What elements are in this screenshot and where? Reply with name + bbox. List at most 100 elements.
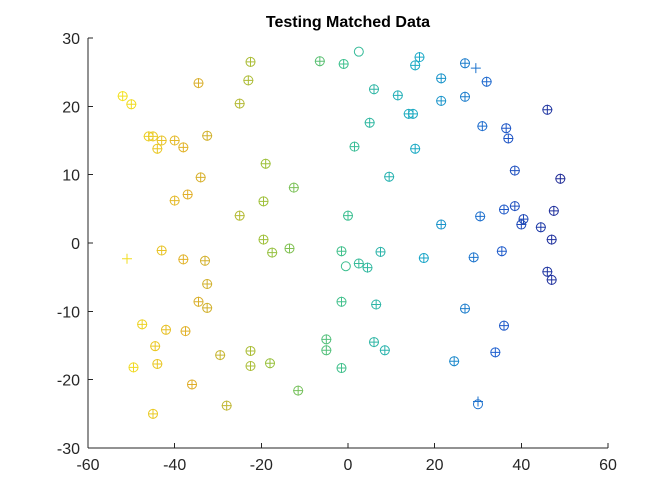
circle-marker [353, 46, 364, 57]
plus-marker [392, 90, 403, 101]
plus-marker [418, 253, 429, 264]
plus-marker [518, 214, 529, 225]
x-tick-label: -20 [250, 457, 273, 474]
plus-marker [436, 95, 447, 106]
x-tick-label: 60 [599, 457, 617, 474]
plus-marker [243, 75, 254, 86]
y-tick-label: -30 [57, 441, 80, 458]
plus-marker [499, 320, 509, 331]
plus-marker [336, 363, 347, 374]
plus-marker [477, 121, 488, 132]
plus-marker [414, 52, 425, 63]
y-tick-label: 30 [62, 31, 80, 48]
x-tick-label: 20 [426, 457, 444, 474]
plus-marker [468, 252, 479, 263]
plus-marker [516, 219, 527, 230]
plus-marker [353, 258, 364, 269]
plus-marker [503, 133, 514, 144]
data-points [117, 46, 566, 419]
plus-marker [156, 135, 167, 146]
plus-marker [460, 303, 470, 314]
plus-marker [267, 247, 278, 258]
x-tick-label: -40 [163, 457, 186, 474]
plus-marker [499, 204, 509, 215]
plus-marker [362, 262, 373, 273]
plus-marker [215, 350, 226, 361]
plus-marker [180, 326, 191, 337]
plus-marker [410, 143, 421, 154]
plus-marker [408, 108, 418, 119]
plus-marker [542, 104, 553, 115]
y-tick-label: 20 [62, 99, 80, 116]
plus-marker [178, 142, 189, 153]
plus-marker [260, 158, 271, 169]
plus-marker [122, 253, 132, 264]
x-tick-label: 0 [344, 457, 353, 474]
plus-marker [182, 189, 193, 200]
plus-marker [481, 76, 492, 87]
x-tick-label: 40 [512, 457, 530, 474]
plus-marker [137, 319, 148, 330]
plus-marker [234, 210, 245, 221]
plus-marker [338, 58, 349, 69]
plus-marker [490, 347, 501, 358]
plus-marker [336, 296, 347, 307]
plus-marker [555, 173, 566, 184]
plus-marker [128, 362, 139, 373]
x-tick-label: -60 [76, 457, 99, 474]
plus-marker [321, 334, 332, 345]
plus-marker-series [117, 52, 566, 419]
plus-marker [369, 337, 379, 348]
circle-marker [340, 261, 351, 272]
plus-marker [449, 356, 460, 367]
plus-marker [156, 245, 167, 256]
plus-marker [546, 234, 557, 245]
plus-marker [258, 234, 269, 245]
plus-marker [152, 143, 163, 154]
plus-marker [460, 58, 470, 69]
plus-marker [293, 385, 304, 396]
plus-marker [193, 78, 204, 89]
plus-marker [126, 99, 137, 110]
y-tick-label: -10 [57, 304, 80, 321]
plus-marker [369, 84, 379, 95]
plus-marker [202, 302, 213, 313]
plus-marker [509, 165, 520, 176]
plus-marker [535, 222, 546, 233]
plus-marker [169, 135, 180, 146]
plus-marker [245, 56, 256, 67]
plus-marker [202, 130, 213, 141]
plus-marker [152, 358, 163, 369]
plus-marker [460, 91, 470, 102]
plus-marker [187, 379, 197, 390]
plus-marker [258, 196, 269, 207]
y-tick-label: 0 [71, 236, 80, 253]
y-tick-label: 10 [62, 168, 80, 185]
plus-marker [410, 60, 421, 71]
plus-marker [379, 345, 390, 356]
plus-marker [193, 296, 204, 307]
plus-marker [364, 117, 375, 128]
chart-title: Testing Matched Data [266, 14, 430, 31]
axes: -60 -40 -20 0 20 40 60 -30 -20 -10 0 10 20 30 [57, 31, 617, 474]
plus-marker [548, 205, 559, 216]
plus-marker [501, 123, 512, 134]
circle-marker-series [117, 46, 566, 419]
plus-marker [509, 201, 520, 212]
plus-marker [321, 345, 332, 356]
plus-marker [200, 255, 210, 266]
plus-marker [169, 195, 180, 206]
plus-marker [234, 98, 245, 109]
plus-marker [371, 299, 382, 310]
plus-marker [202, 279, 213, 289]
plus-marker [343, 210, 353, 221]
plus-marker [221, 400, 232, 411]
plus-marker [546, 274, 557, 285]
plus-marker [473, 396, 483, 407]
plus-marker [336, 246, 347, 257]
plus-marker [178, 254, 189, 265]
plus-marker [436, 219, 447, 230]
plus-marker [349, 141, 360, 152]
